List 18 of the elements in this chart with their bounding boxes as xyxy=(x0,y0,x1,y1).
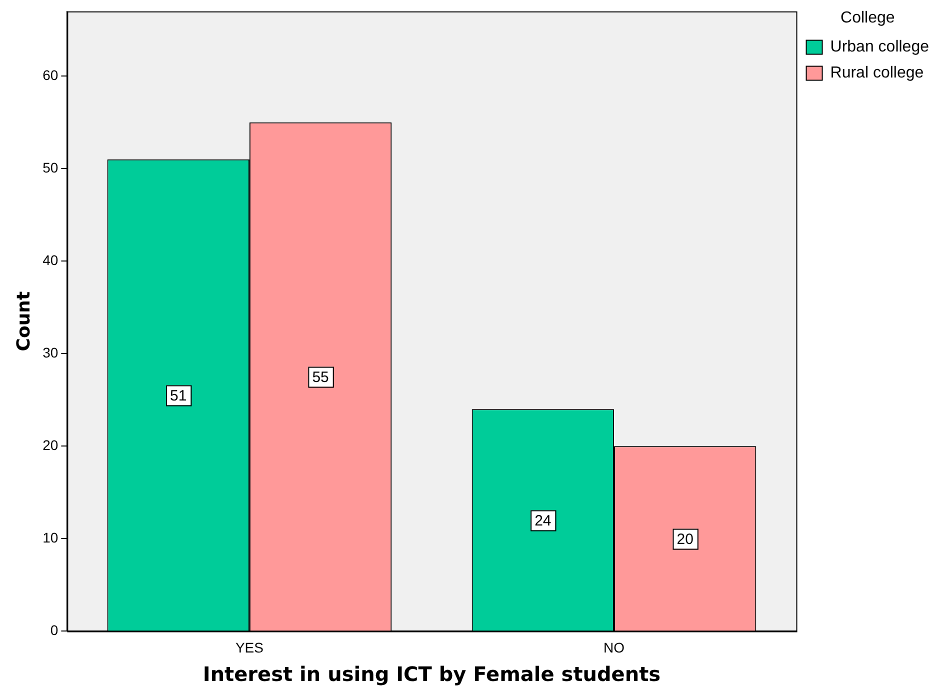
legend-label: Urban college xyxy=(830,38,930,56)
y-tick-label: 30 xyxy=(42,344,58,361)
legend-title: College xyxy=(840,9,895,26)
data-label: 55 xyxy=(312,368,329,386)
x-tick-label: YES xyxy=(235,639,264,656)
y-tick-label: 0 xyxy=(50,622,58,638)
x-tick-label: NO xyxy=(604,639,625,656)
y-axis-title: Count xyxy=(13,291,34,352)
x-axis-title: Interest in using ICT by Female students xyxy=(202,662,661,686)
y-tick-label: 10 xyxy=(42,530,58,546)
y-tick-label: 20 xyxy=(42,437,58,454)
data-label: 20 xyxy=(676,530,694,548)
y-tick-label: 40 xyxy=(42,252,58,268)
y-tick-label: 60 xyxy=(42,67,58,84)
data-label: 51 xyxy=(170,387,187,404)
y-tick-label: 50 xyxy=(42,160,58,176)
data-label: 24 xyxy=(534,512,552,530)
legend-label: Rural college xyxy=(830,64,924,82)
